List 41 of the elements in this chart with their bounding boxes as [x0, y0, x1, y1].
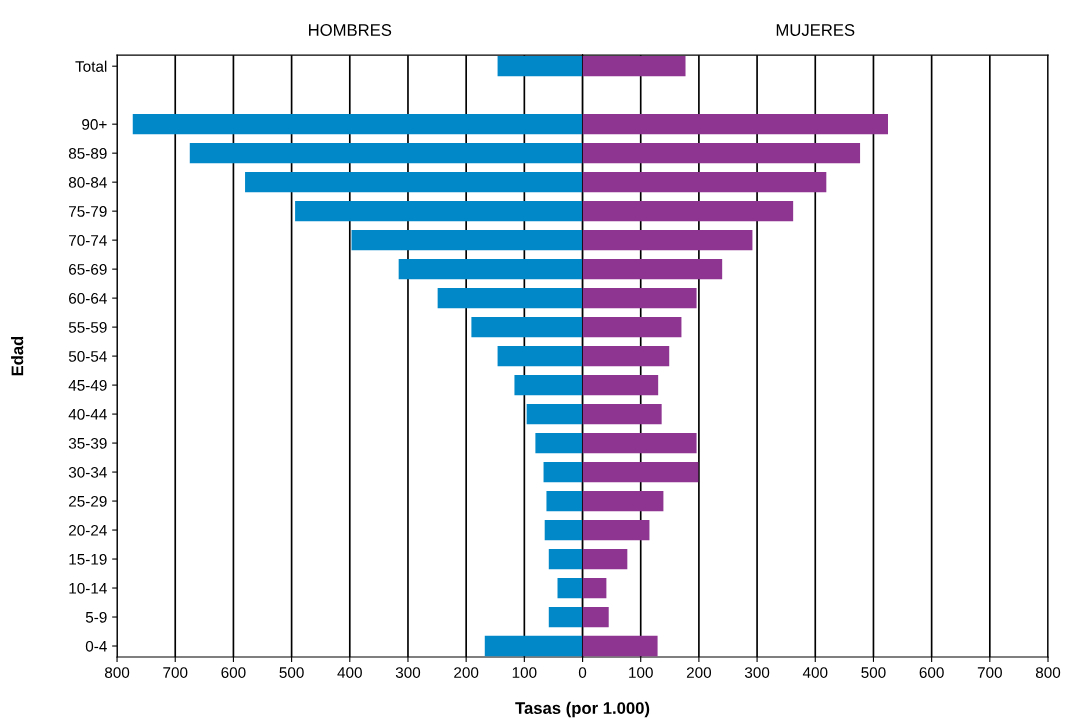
y-tick-label: 50-54	[68, 350, 107, 362]
x-tick-label: 300	[744, 667, 770, 678]
y-tick-label: Total	[75, 60, 107, 72]
y-tick-label: 60-64	[69, 292, 107, 304]
y-tick-label: 20-24	[69, 524, 107, 536]
x-tick-label: 200	[454, 667, 479, 678]
y-tick-label: 85-89	[68, 148, 107, 159]
y-tick-label: 45-49	[68, 379, 107, 391]
y-tick-label: 55-59	[68, 321, 107, 333]
x-tick-label: 600	[221, 667, 246, 678]
y-axis-title: Edad	[11, 336, 24, 376]
y-tick-label: 35-39	[68, 437, 107, 449]
y-tick-label: 10-14	[69, 582, 107, 594]
chart-title: MUJERES	[776, 24, 855, 36]
y-tick-label: 30-34	[68, 466, 107, 478]
y-tick-label: 15-19	[69, 553, 107, 565]
x-tick-label: 0	[578, 667, 587, 678]
x-tick-label: 400	[337, 667, 362, 678]
x-tick-label: 700	[977, 667, 1002, 678]
x-tick-label: 500	[861, 667, 886, 678]
y-tick-label: 75-79	[69, 206, 107, 217]
y-tick-label: 40-44	[68, 408, 107, 420]
x-tick-label: 700	[163, 667, 188, 678]
x-tick-label: 800	[104, 667, 130, 678]
chart-title: HOMBRES	[309, 24, 392, 36]
x-tick-label: 800	[1035, 667, 1061, 678]
x-axis-title: Tasas (por 1.000)	[515, 701, 650, 718]
y-tick-label: 65-69	[69, 264, 107, 275]
x-tick-label: 100	[629, 667, 653, 678]
y-tick-label: 70-74	[69, 235, 107, 246]
x-tick-label: 600	[919, 667, 944, 678]
x-tick-label: 100	[512, 667, 537, 678]
x-tick-label: 200	[686, 667, 712, 678]
x-tick-label: 400	[802, 667, 828, 678]
y-tick-label: 90+	[82, 119, 107, 130]
y-tick-label: 25-29	[69, 495, 107, 507]
y-tick-label: 5-9	[85, 611, 107, 623]
x-tick-label: 300	[395, 667, 421, 678]
y-tick-label: 0-4	[85, 640, 107, 652]
x-tick-label: 500	[279, 667, 304, 678]
y-tick-label: 80-84	[68, 177, 107, 188]
